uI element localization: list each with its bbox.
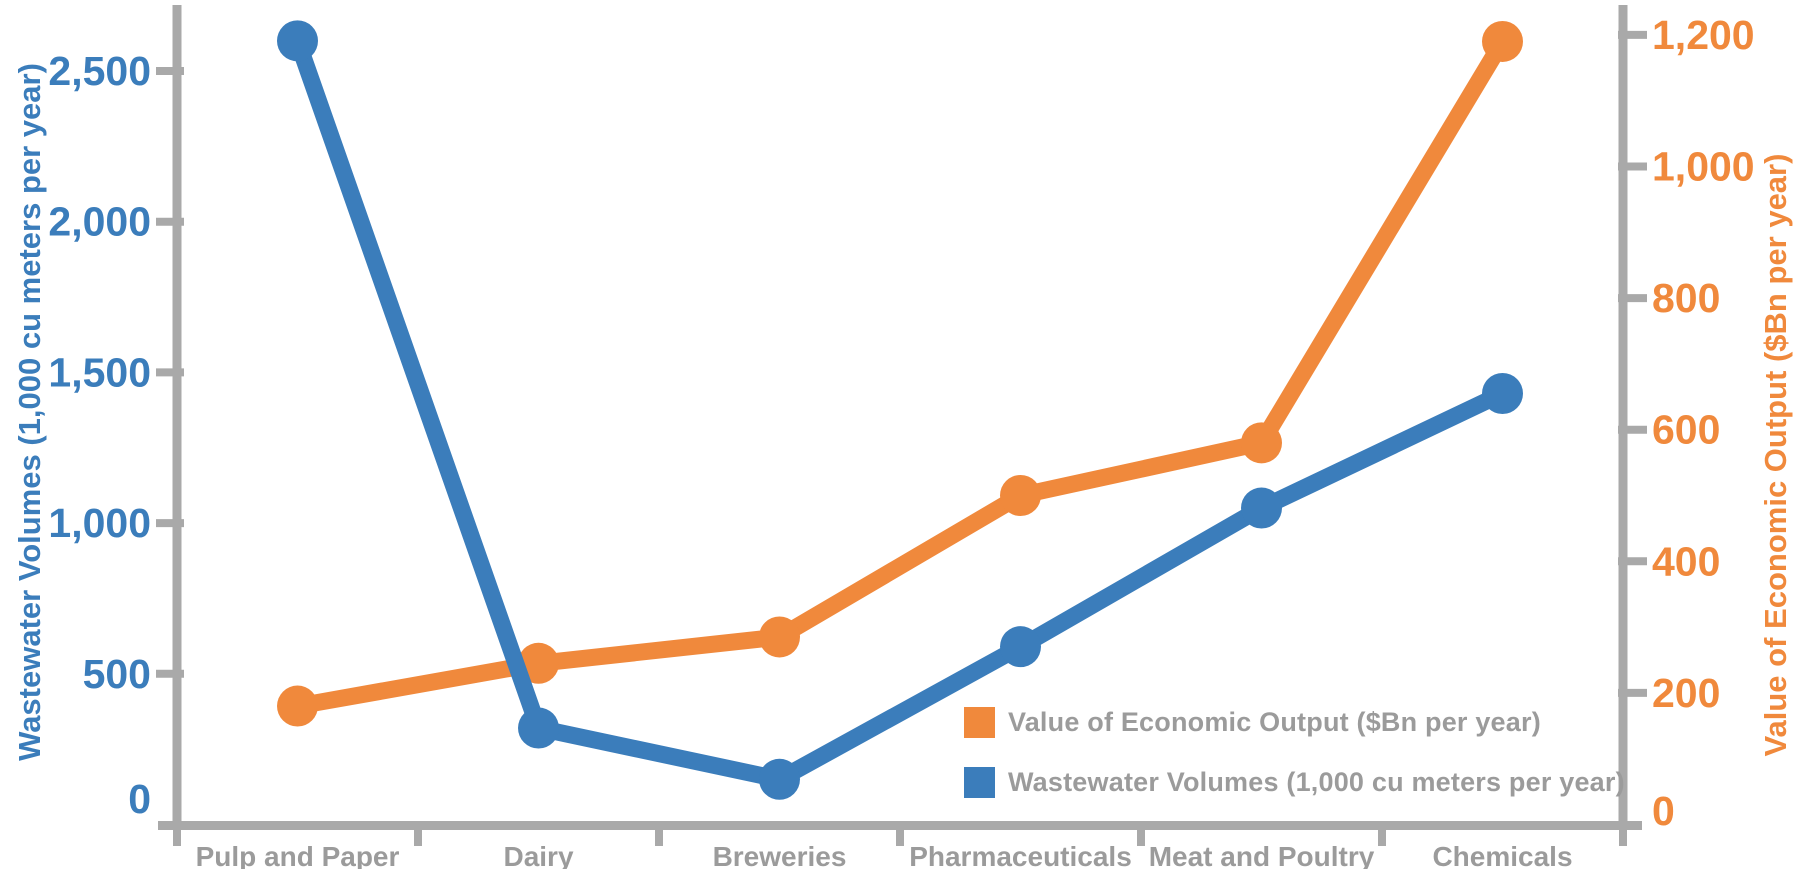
left-axis-tick-label: 1,000 <box>48 500 151 546</box>
left-axis-tick-label: 2,000 <box>48 199 151 245</box>
data-point-left-axis <box>1482 372 1523 414</box>
left-axis-title: Wastewater Volumes (1,000 cu meters per … <box>12 63 47 761</box>
category-label: Breweries <box>713 841 847 869</box>
data-point-right-axis <box>759 616 800 658</box>
category-label: Pulp and Paper <box>196 841 400 869</box>
legend-item-economic-output: Value of Economic Output ($Bn per year) <box>964 707 1625 738</box>
category-label: Pharmaceuticals <box>909 841 1132 869</box>
data-point-left-axis <box>1000 626 1041 668</box>
legend: Value of Economic Output ($Bn per year) … <box>964 707 1625 798</box>
data-point-right-axis <box>1241 422 1282 464</box>
left-axis-tick-label: 2,500 <box>48 48 151 94</box>
legend-swatch-blue-icon <box>964 767 995 798</box>
legend-label-economic-output: Value of Economic Output ($Bn per year) <box>1008 707 1541 737</box>
category-label: Meat and Poultry <box>1149 841 1375 869</box>
data-point-right-axis <box>1482 20 1523 62</box>
data-point-left-axis <box>1241 487 1282 529</box>
category-label: Chemicals <box>1432 841 1572 869</box>
series-line-left-axis <box>289 32 1511 788</box>
category-label: Dairy <box>503 841 573 869</box>
series-line-right-axis <box>289 32 1511 715</box>
data-point-left-axis <box>518 707 559 749</box>
right-axis-tick-label: 600 <box>1652 407 1720 453</box>
right-axis-tick-label: 200 <box>1652 670 1720 716</box>
right-axis-tick-label: 0 <box>1652 788 1675 834</box>
data-point-right-axis <box>277 685 318 727</box>
right-axis-title: Value of Economic Output ($Bn per year) <box>1758 153 1793 757</box>
right-axis-tick-label: 800 <box>1652 275 1720 321</box>
left-axis-tick-label: 1,500 <box>48 349 151 395</box>
legend-item-wastewater: Wastewater Volumes (1,000 cu meters per … <box>964 767 1625 798</box>
data-point-left-axis <box>759 758 800 800</box>
data-point-left-axis <box>277 20 318 62</box>
right-axis-tick-label: 400 <box>1652 538 1720 584</box>
left-axis-tick-label: 0 <box>128 776 151 822</box>
legend-swatch-orange-icon <box>964 707 995 738</box>
left-axis-tick-label: 500 <box>83 651 151 697</box>
right-axis-tick-label: 1,200 <box>1652 12 1755 58</box>
data-point-right-axis <box>1000 475 1041 516</box>
legend-label-wastewater: Wastewater Volumes (1,000 cu meters per … <box>1008 767 1625 797</box>
right-axis-tick-label: 1,000 <box>1652 144 1755 190</box>
